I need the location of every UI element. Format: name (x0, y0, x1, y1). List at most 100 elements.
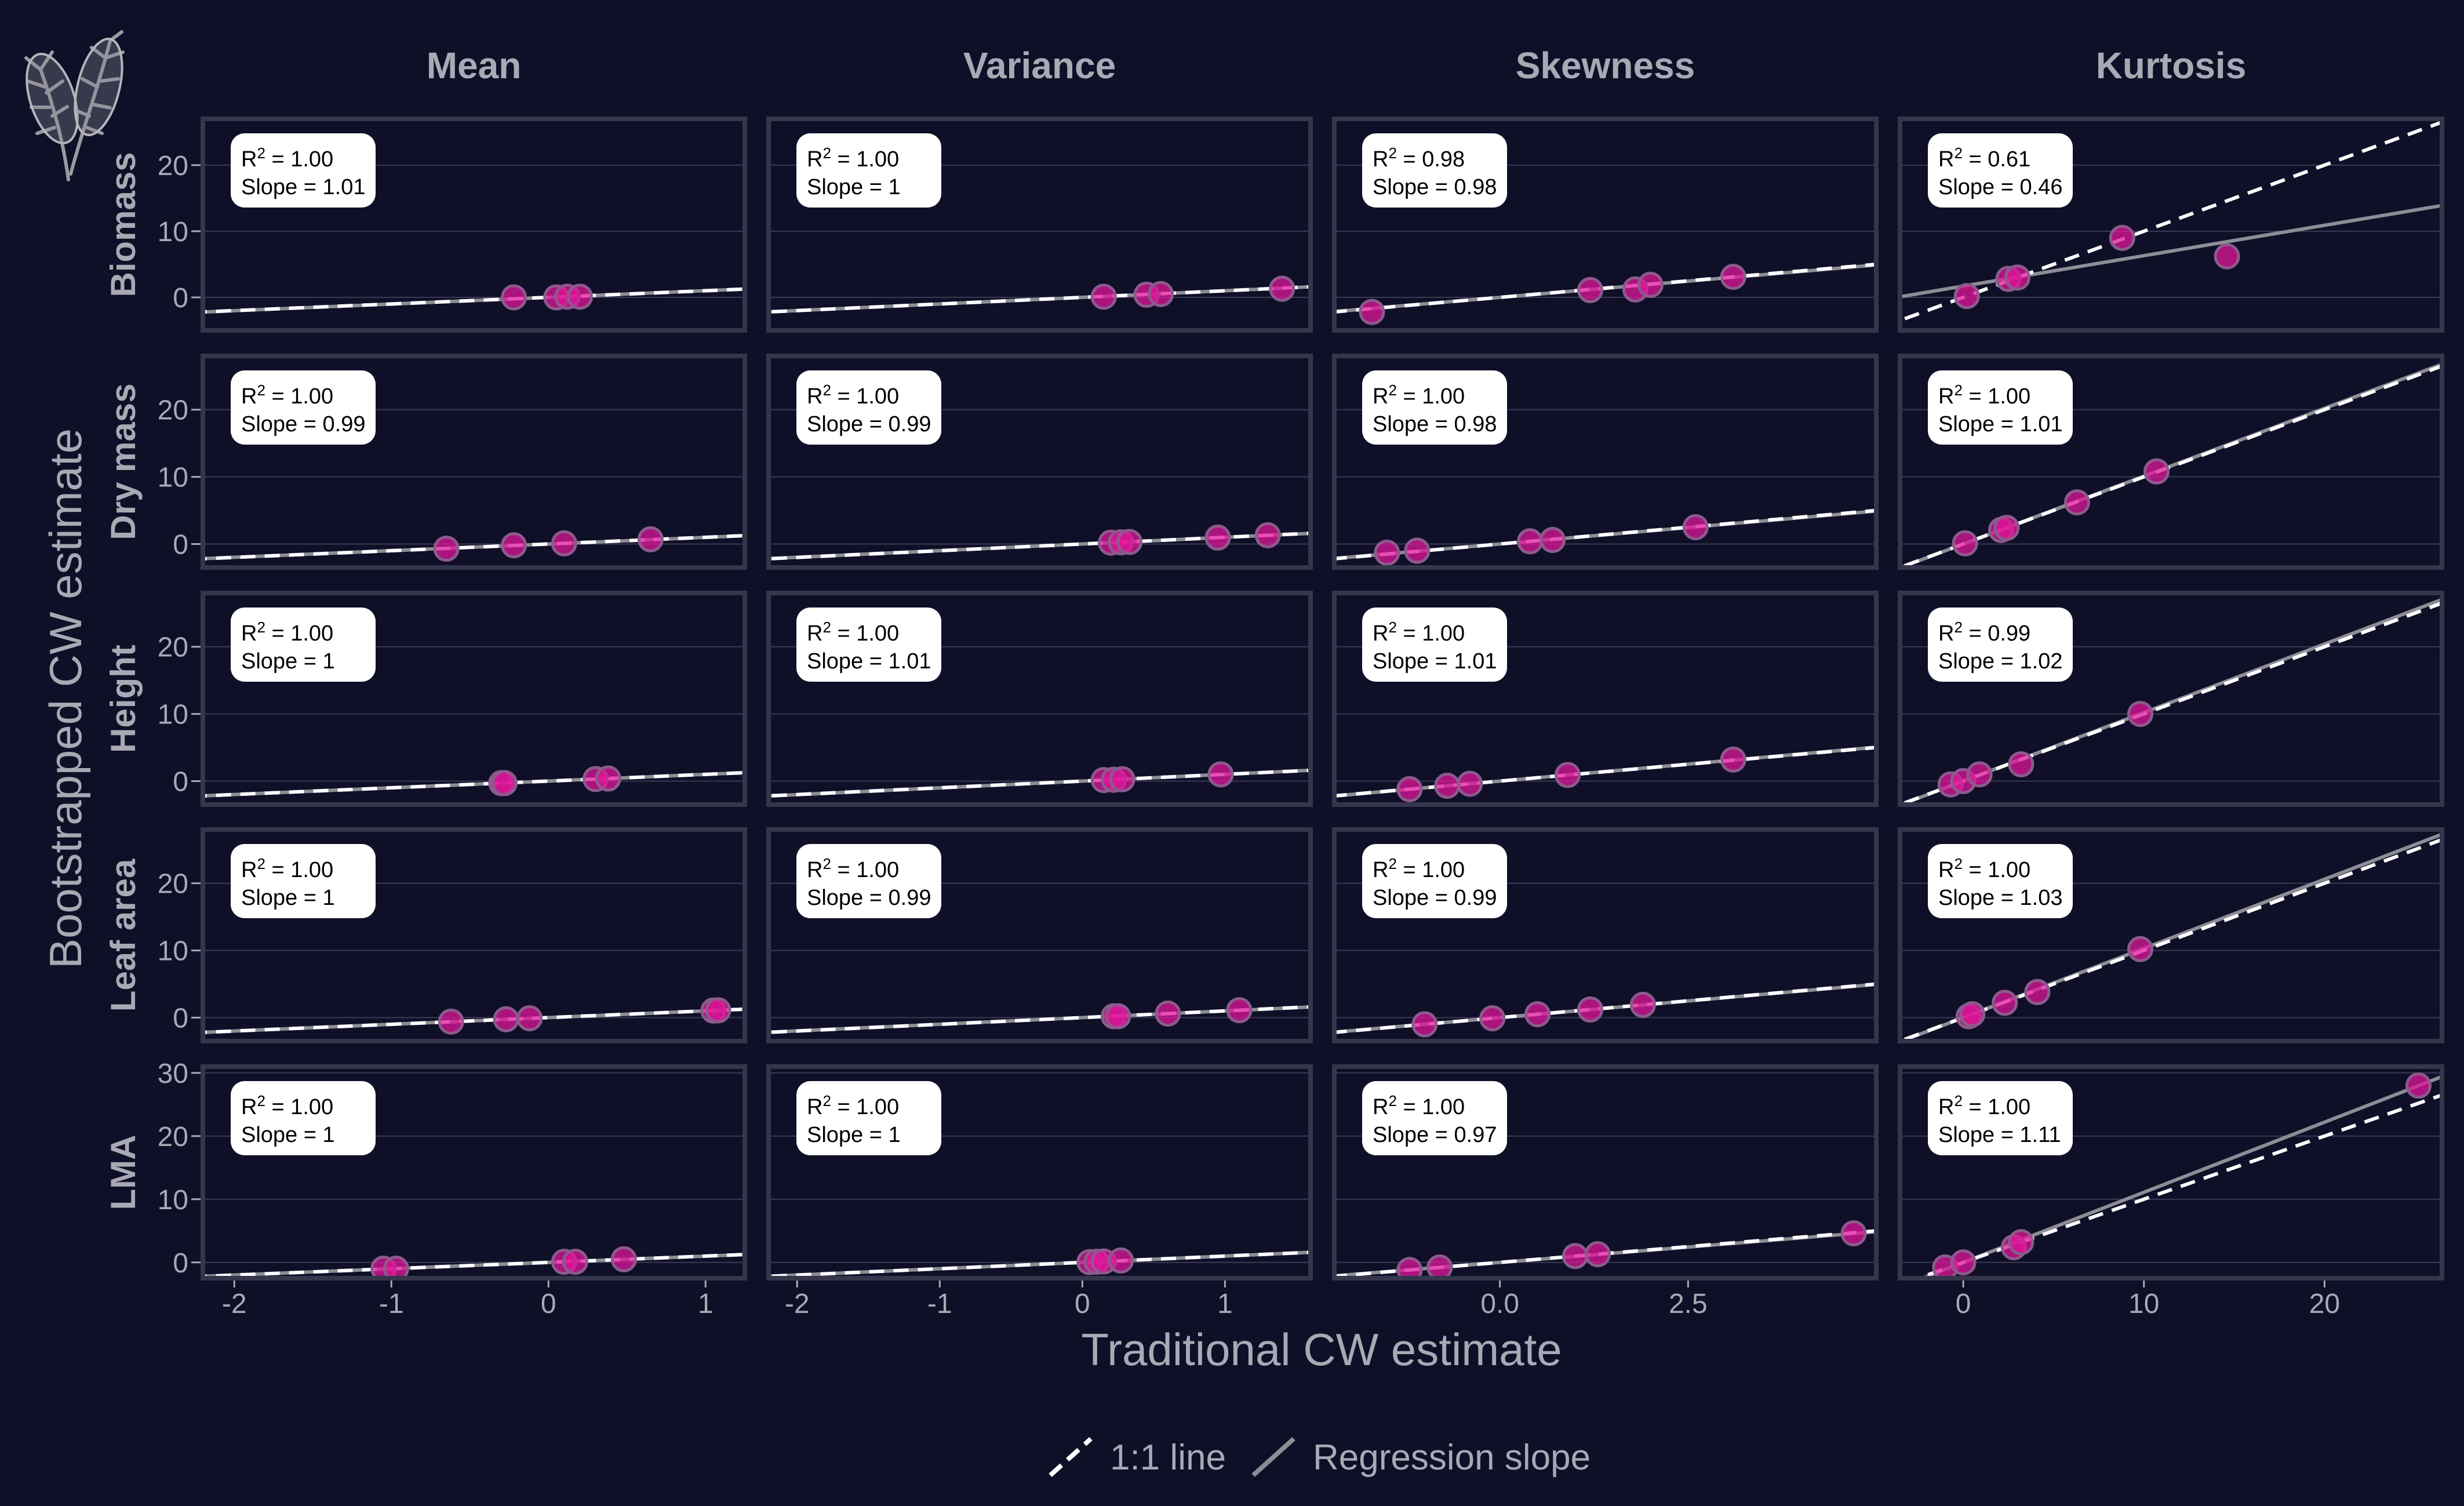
panel-border (1332, 591, 1879, 807)
data-point (562, 1249, 588, 1275)
panel-border (1898, 117, 2444, 333)
slope-value: 0.99 (1454, 886, 1497, 910)
slope-value: 1 (323, 1123, 335, 1147)
data-point (438, 1008, 464, 1035)
panel-height-kurtosis: R2 = 0.99 Slope = 1.02 (1898, 591, 2444, 807)
data-point (2405, 1072, 2432, 1099)
slope-label: Slope = 1 (241, 886, 335, 910)
x-tick-label: 10 (2128, 1289, 2159, 1319)
r2-value: 1.00 (856, 621, 899, 646)
panel-biomass-variance: R2 = 1.00 Slope = 1 (766, 117, 1313, 333)
panel-lma-kurtosis: R2 = 1.00 Slope = 1.11 (1898, 1064, 2444, 1281)
r2-label: R2 = 1.00 (241, 1092, 333, 1119)
r2-equals: = (1963, 147, 1988, 172)
slope-value: 1.11 (2020, 1123, 2061, 1147)
slope-label: Slope = 0.99 (807, 412, 931, 436)
data-point (1374, 540, 1400, 566)
stats-label-box (1928, 608, 2073, 682)
x-tick-label: -2 (785, 1289, 810, 1319)
data-point (1479, 1005, 1506, 1032)
stats-label-box (1928, 1081, 2073, 1155)
r2-equals: = (1397, 147, 1422, 172)
x-tick-label: 0 (1956, 1289, 1971, 1319)
data-point (1539, 526, 1566, 553)
slope-value: 0.99 (889, 412, 931, 436)
panel-leaf-area-kurtosis: R2 = 1.00 Slope = 1.03 (1898, 827, 2444, 1043)
data-point (1207, 761, 1234, 788)
r2-value: 0.61 (1988, 147, 2030, 172)
panel-border (1332, 827, 1879, 1043)
slope-value: 1.03 (2020, 886, 2063, 910)
column-strip-kurtosis: Kurtosis (2096, 45, 2247, 86)
stats-label-box (231, 370, 376, 445)
panel-lines (203, 1246, 745, 1278)
r2-superscript: 2 (822, 855, 831, 872)
data-point (1396, 776, 1423, 802)
r2-prefix: R (1373, 1095, 1388, 1119)
data-point (1993, 515, 2020, 541)
one-to-one-line (769, 768, 1311, 798)
data-point (1108, 1247, 1134, 1274)
data-point (1562, 1243, 1589, 1269)
one-to-one-line (769, 1250, 1311, 1278)
slope-prefix: Slope = (241, 412, 323, 436)
panel-border (201, 591, 747, 807)
slope-prefix: Slope = (807, 412, 889, 436)
panel-border (766, 1064, 1313, 1281)
slope-prefix: Slope = (241, 649, 323, 674)
one-to-one-line (1334, 982, 1876, 1034)
data-point (1720, 746, 1746, 773)
panel-lma-mean: R2 = 1.00 Slope = 1 (201, 1064, 747, 1281)
panel-height-variance: R2 = 1.00 Slope = 1.01 (766, 591, 1313, 807)
slope-value: 1 (889, 175, 901, 199)
panel-lines (769, 1247, 1311, 1278)
data-point (1269, 275, 1295, 302)
r2-value: 1.00 (1422, 621, 1465, 646)
panel-border (1332, 117, 1879, 333)
slope-label: Slope = 0.99 (1373, 886, 1497, 910)
y-tick-label: 30 (158, 1058, 188, 1089)
data-point (2008, 751, 2034, 777)
panel-border (201, 117, 747, 333)
data-point (501, 284, 527, 311)
panel-lines (1900, 362, 2442, 568)
data-point (1359, 299, 1385, 325)
r2-equals: = (831, 621, 856, 646)
r2-label: R2 = 1.00 (241, 144, 333, 172)
slope-label: Slope = 0.98 (1373, 412, 1497, 436)
slope-label: Slope = 0.97 (1373, 1123, 1497, 1147)
r2-value: 1.00 (856, 147, 899, 172)
data-point (1720, 264, 1746, 290)
regression-line (1900, 203, 2442, 299)
r2-value: 1.00 (1422, 1095, 1465, 1119)
x-axis-title: Traditional CW estimate (1081, 1324, 1562, 1375)
panel-dry-mass-skewness: R2 = 1.00 Slope = 0.98 (1332, 354, 1879, 570)
slope-value: 1.01 (889, 649, 931, 674)
y-tick-label: 10 (158, 1185, 188, 1216)
slope-value: 0.99 (323, 412, 366, 436)
slope-label: Slope = 1.02 (1938, 649, 2062, 674)
slope-label: Slope = 1.01 (1938, 412, 2062, 436)
data-point (1105, 1003, 1131, 1030)
column-strip-variance: Variance (963, 45, 1116, 86)
r2-superscript: 2 (822, 619, 831, 636)
panel-leaf-area-skewness: R2 = 1.00 Slope = 0.99 (1332, 827, 1879, 1043)
data-point (1959, 1001, 1986, 1028)
facet-grid: Mean Variance Skewness Kurtosis Biomass Dry m… (104, 45, 2444, 1319)
panel-lma-skewness: R2 = 1.00 Slope = 0.97 (1332, 1064, 1879, 1281)
r2-superscript: 2 (257, 1092, 265, 1110)
panel-biomass-kurtosis: R2 = 0.61 Slope = 0.46 (1898, 117, 2444, 333)
r2-label: R2 = 1.00 (1373, 1092, 1465, 1119)
r2-prefix: R (241, 1095, 257, 1119)
r2-label: R2 = 1.00 (241, 381, 333, 409)
data-point (637, 526, 664, 552)
one-to-one-line (769, 531, 1311, 561)
r2-equals: = (831, 858, 856, 882)
data-point (2063, 489, 2090, 516)
data-point (1204, 524, 1231, 551)
panel-lines (1334, 982, 1876, 1038)
y-tick-label: 20 (158, 632, 188, 663)
legend: 1:1 line Regression slope (1049, 1437, 1591, 1478)
panel-dry-mass-mean: R2 = 1.00 Slope = 0.99 (201, 354, 747, 570)
